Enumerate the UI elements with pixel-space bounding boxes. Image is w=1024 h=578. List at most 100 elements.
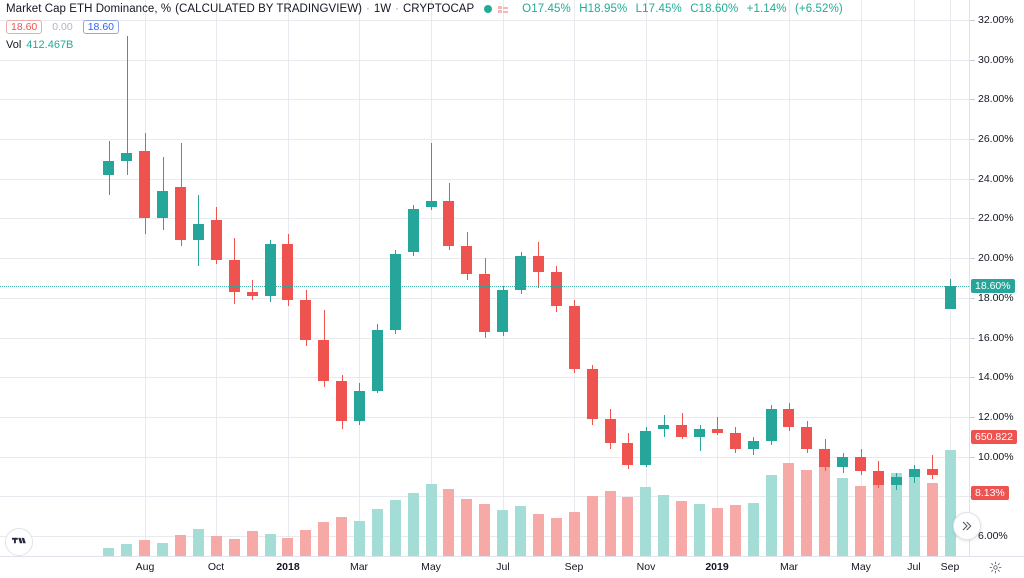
volume-bar bbox=[676, 501, 687, 556]
volume-bar bbox=[766, 475, 777, 556]
candle-body bbox=[175, 186, 186, 241]
candle-body bbox=[265, 244, 276, 296]
candle-body bbox=[945, 285, 956, 309]
volume-bar bbox=[730, 505, 741, 556]
gridline-horizontal bbox=[0, 99, 969, 100]
candle-body bbox=[909, 468, 920, 477]
chart-settings-gear-icon[interactable] bbox=[988, 560, 1002, 574]
candle-body bbox=[748, 440, 759, 449]
volume-bar bbox=[497, 510, 508, 556]
chart-plot-area[interactable] bbox=[0, 0, 969, 556]
candle-body bbox=[282, 244, 293, 300]
price-axis-tick: 10.00% bbox=[970, 451, 1024, 463]
volume-bar bbox=[891, 473, 902, 556]
volume-bar bbox=[909, 476, 920, 556]
time-axis-tick-label: Mar bbox=[349, 561, 369, 573]
gridline-horizontal bbox=[0, 179, 969, 180]
candle-wick bbox=[717, 417, 718, 435]
volume-percent-label[interactable]: 8.13% bbox=[971, 486, 1009, 500]
price-axis-tick-label: 6.00% bbox=[978, 530, 1008, 542]
chart-legend: Market Cap ETH Dominance, % (CALCULATED … bbox=[6, 2, 848, 53]
candle-body bbox=[211, 220, 222, 261]
gridline-horizontal bbox=[0, 457, 969, 458]
candles-icon[interactable] bbox=[498, 5, 509, 14]
interval-label[interactable]: 1W bbox=[373, 3, 392, 15]
candle-body bbox=[712, 428, 723, 433]
time-axis-tick-label: Sep bbox=[564, 561, 584, 573]
price-axis-tick: 22.00% bbox=[970, 212, 1024, 224]
candle-body bbox=[766, 409, 777, 441]
candle-wick bbox=[127, 35, 128, 175]
price-axis-tick-label: 14.00% bbox=[978, 371, 1014, 383]
price-axis-tick-label: 24.00% bbox=[978, 173, 1014, 185]
candle-body bbox=[587, 369, 598, 419]
volume-bar bbox=[282, 538, 293, 556]
price-axis-tick: 20.00% bbox=[970, 252, 1024, 264]
current-price-line bbox=[0, 286, 969, 287]
candle-body bbox=[622, 442, 633, 465]
ohlc-high: H18.95% bbox=[579, 3, 628, 15]
legend-icon-group bbox=[484, 5, 509, 14]
candlestick-series bbox=[103, 35, 956, 556]
volume-label: Vol bbox=[6, 39, 22, 51]
volume-axis-label[interactable]: 650.822 bbox=[971, 430, 1017, 444]
time-axis[interactable]: Aug Oct 2018 Mar May Jul Sep Nov 2019 Mar May Jul Se… bbox=[0, 556, 1024, 578]
gridline-vertical bbox=[914, 0, 915, 556]
price-axis-tick-label: 12.00% bbox=[978, 411, 1014, 423]
gridline-vertical bbox=[216, 0, 217, 556]
price-axis-tick-label: 18.00% bbox=[978, 292, 1014, 304]
candle-body bbox=[605, 418, 616, 443]
price-axis[interactable]: 32.00% 30.00% 28.00% 26.00% 24.00% 22.00% 20.0… bbox=[969, 0, 1024, 556]
volume-bar bbox=[372, 509, 383, 556]
volume-bar bbox=[945, 450, 956, 556]
volume-bar bbox=[801, 470, 812, 556]
volume-bar bbox=[390, 500, 401, 556]
candle-body bbox=[873, 470, 884, 485]
time-axis-tick-label: Nov bbox=[636, 561, 656, 573]
candle-body bbox=[229, 260, 240, 292]
candle-body bbox=[336, 381, 347, 421]
candle-body bbox=[121, 152, 132, 161]
gridline-horizontal bbox=[0, 60, 969, 61]
volume-bar bbox=[354, 521, 365, 556]
last-price-badge[interactable]: 18.60 bbox=[6, 20, 43, 34]
gridline-horizontal bbox=[0, 417, 969, 418]
ohlc-values: O17.45% H18.95% L17.45% C18.60% +1.14% (… bbox=[522, 3, 848, 15]
gridline-horizontal bbox=[0, 338, 969, 339]
volume-bar bbox=[515, 506, 526, 556]
price-axis-tick-label: 20.00% bbox=[978, 252, 1014, 264]
volume-bar bbox=[694, 504, 705, 556]
gridline-vertical bbox=[431, 0, 432, 556]
volume-bar bbox=[605, 491, 616, 556]
price-axis-tick-label: 22.00% bbox=[978, 212, 1014, 224]
gridline-vertical bbox=[503, 0, 504, 556]
time-axis-tick-label: May bbox=[851, 561, 871, 573]
volume-bar bbox=[426, 484, 437, 556]
price-axis-tick-label: 32.00% bbox=[978, 14, 1014, 26]
candle-body bbox=[694, 428, 705, 437]
candle-body bbox=[247, 291, 258, 296]
tradingview-logo-icon[interactable] bbox=[5, 528, 33, 556]
source-label[interactable]: CRYPTOCAP bbox=[402, 3, 475, 15]
volume-bar bbox=[748, 503, 759, 556]
symbol-title: Market Cap ETH Dominance, % bbox=[6, 3, 172, 15]
time-axis-tick-label: Sep bbox=[940, 561, 960, 573]
volume-bar bbox=[712, 508, 723, 556]
volume-bar bbox=[479, 504, 490, 556]
candle-body bbox=[551, 272, 562, 306]
close-price-badge[interactable]: 18.60 bbox=[82, 20, 119, 34]
current-price-label[interactable]: 18.60% bbox=[971, 279, 1015, 293]
time-axis-tick-label: Aug bbox=[135, 561, 155, 573]
scroll-to-realtime-button[interactable] bbox=[953, 512, 981, 540]
volume-bar bbox=[658, 495, 669, 556]
price-axis-tick-label: 26.00% bbox=[978, 133, 1014, 145]
candle-body bbox=[927, 468, 938, 475]
price-axis-tick: 32.00% bbox=[970, 14, 1024, 26]
price-axis-tick-label: 10.00% bbox=[978, 451, 1014, 463]
middle-value-badge[interactable]: 0.00 bbox=[52, 20, 73, 33]
volume-bar bbox=[837, 478, 848, 556]
volume-bar bbox=[103, 548, 114, 556]
time-axis-tick-label: Oct bbox=[207, 561, 225, 573]
candle-body bbox=[837, 456, 848, 467]
